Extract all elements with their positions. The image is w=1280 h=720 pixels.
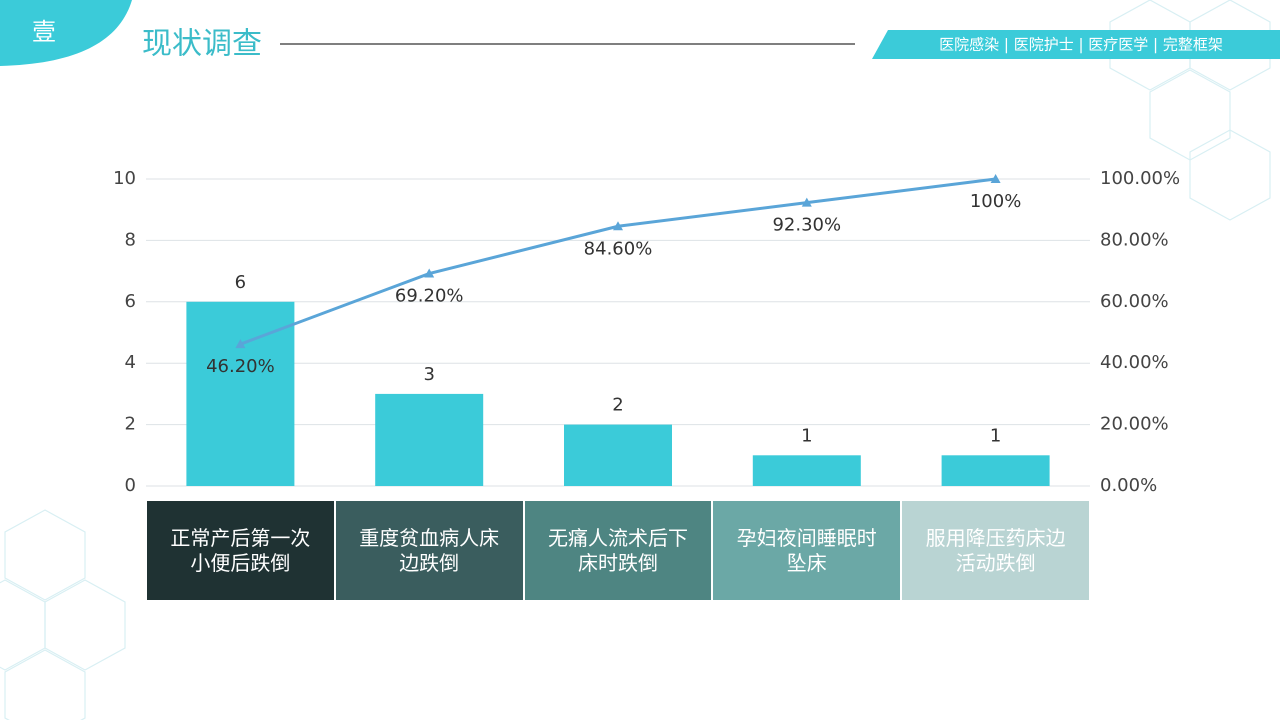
category-label: 正常产后第一次小便后跌倒 [147,501,334,600]
category-label: 服用降压药床边活动跌倒 [902,501,1089,600]
bar-label: 3 [423,364,434,385]
y-tick-label: 10 [113,168,136,189]
bar [564,424,672,486]
bar-label: 1 [990,425,1001,446]
line-label: 46.20% [206,356,275,377]
y2-tick-label: 20.00% [1100,414,1169,435]
bar [375,393,484,486]
category-label: 重度贫血病人床边跌倒 [335,501,523,600]
category-label: 无痛人流术后下床时跌倒 [524,501,712,600]
tags: 医院感染 | 医院护士 | 医疗医学 | 完整框架 [939,36,1223,54]
y2-tick-label: 40.00% [1100,352,1169,373]
line-marker [613,221,623,231]
line [239,177,996,346]
bar [186,301,295,486]
bar-label: 1 [801,425,812,446]
line-label: 92.30% [772,215,841,236]
bar-label: 6 [235,272,246,293]
y2-tick-label: 0.00% [1100,475,1157,496]
line-label: 100% [970,191,1021,212]
badge-shape [0,0,132,66]
y-tick-label: 2 [125,414,136,435]
category-label: 孕妇夜间睡眠时坠床 [713,501,901,600]
badge: 壹 [32,18,56,46]
y-tick-label: 4 [125,352,136,373]
y-tick-label: 6 [125,291,136,312]
line-marker [801,197,812,207]
line-marker [235,339,246,349]
y-tick-label: 0 [125,475,136,496]
bar-label: 2 [612,395,623,416]
tag-band [872,30,1280,59]
y2-tick-label: 100.00% [1100,168,1180,189]
y-tick-label: 8 [125,229,136,250]
bar [941,455,1050,486]
line-label: 84.60% [584,238,653,259]
bar [752,455,861,486]
line-label: 69.20% [395,286,464,307]
line-marker [990,174,1001,183]
y2-tick-label: 60.00% [1100,291,1169,312]
page-title: 现状调查 [142,27,262,62]
line-marker [424,268,435,278]
y2-tick-label: 80.00% [1100,229,1169,250]
